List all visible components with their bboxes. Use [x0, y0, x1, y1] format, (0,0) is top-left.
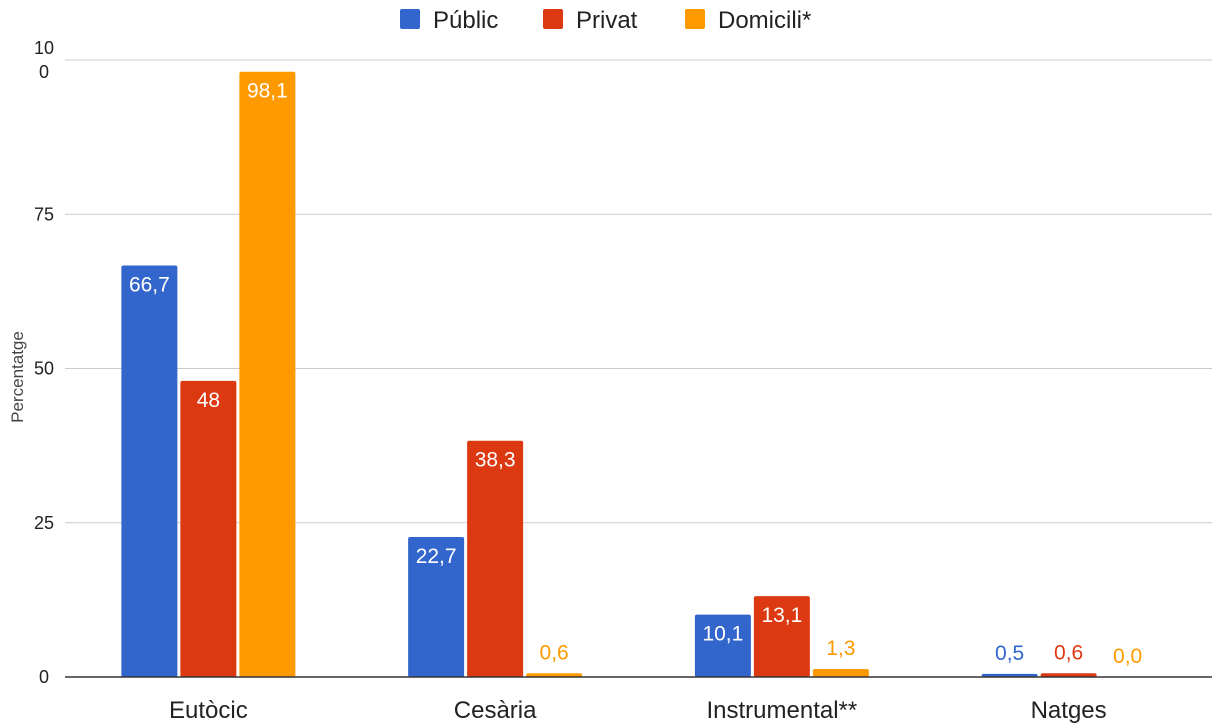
- data-labels: 66,7 48 98,1 22,7 38,3 0,6 10,1 13,1 1,3 0,5 0,6 0,…: [129, 80, 1142, 668]
- y-tick-label: 25: [34, 513, 54, 533]
- y-tick-label: 50: [34, 359, 54, 379]
- bar: [981, 673, 1038, 677]
- bar: [694, 614, 751, 677]
- x-axis-labels: Eutòcic Cesària Instrumental** Natges: [169, 697, 1107, 724]
- legend: Públic Privat Domicili*: [400, 7, 811, 34]
- bar: [121, 265, 178, 677]
- y-tick-label: 0: [39, 667, 49, 687]
- legend-label: Privat: [576, 7, 638, 34]
- bar: [812, 668, 869, 677]
- x-tick-label: Instrumental**: [707, 697, 858, 724]
- legend-label: Domicili*: [718, 7, 811, 34]
- x-tick-label: Natges: [1031, 697, 1107, 724]
- bar: [1040, 673, 1097, 677]
- data-label: 0,6: [540, 641, 569, 664]
- x-tick-label: Cesària: [454, 697, 537, 724]
- y-tick-label: 10 0: [34, 38, 54, 82]
- bar: [526, 673, 583, 677]
- legend-swatch: [685, 9, 705, 29]
- y-tick-label: 75: [34, 204, 54, 224]
- data-label: 22,7: [416, 545, 457, 568]
- data-label: 38,3: [475, 449, 516, 472]
- data-label: 1,3: [826, 637, 855, 660]
- y-axis-ticks: 0 25 50 75 10 0: [34, 38, 54, 687]
- data-label: 98,1: [247, 80, 288, 103]
- bar: [408, 536, 465, 677]
- data-label: 48: [197, 389, 220, 412]
- x-tick-label: Eutòcic: [169, 697, 248, 724]
- bar: [467, 440, 524, 677]
- legend-label: Públic: [433, 7, 498, 34]
- bar: [239, 71, 296, 677]
- data-label: 0,0: [1113, 645, 1142, 668]
- bar: [753, 596, 810, 677]
- data-label: 10,1: [702, 623, 743, 646]
- legend-swatch: [400, 9, 420, 29]
- bars: [121, 71, 1097, 677]
- data-label: 0,6: [1054, 641, 1083, 664]
- data-label: 0,5: [995, 642, 1024, 665]
- data-label: 13,1: [761, 604, 802, 627]
- y-axis-label: Percentatge: [8, 331, 27, 423]
- legend-swatch: [543, 9, 563, 29]
- bar: [180, 380, 237, 677]
- data-label: 66,7: [129, 273, 170, 296]
- grid-lines: [65, 59, 1212, 524]
